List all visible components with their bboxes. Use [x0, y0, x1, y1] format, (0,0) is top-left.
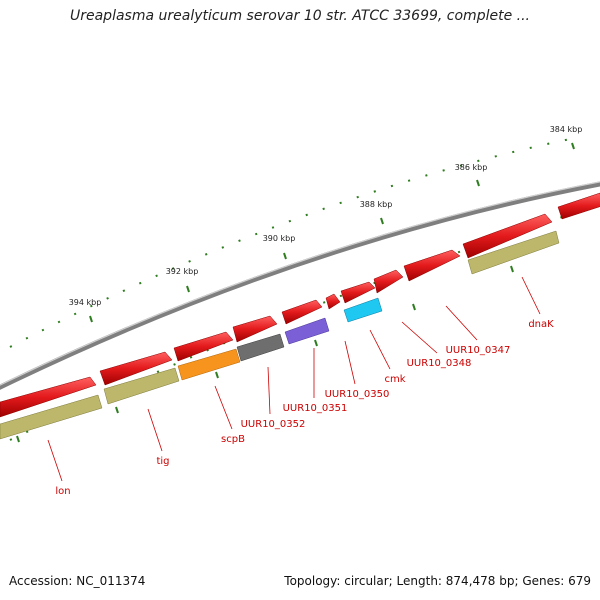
gene-label-lon[interactable]: lon	[55, 486, 70, 497]
cog-feature-scpb[interactable]	[177, 348, 241, 381]
scale-ring-outer	[9, 137, 576, 348]
gene-label-uur10-0352[interactable]: UUR10_0352	[241, 419, 306, 430]
cog-track	[0, 230, 560, 440]
scale-major-ticks	[16, 142, 575, 443]
cds-feature[interactable]	[0, 376, 97, 418]
gene-label-uur10-0347[interactable]: UUR10_0347	[446, 345, 511, 356]
cog-feature-uur10-0351[interactable]	[284, 317, 330, 345]
cds-feature[interactable]	[462, 213, 553, 259]
cds-feature[interactable]	[325, 293, 341, 310]
cog-feature-uur10-0352[interactable]	[236, 333, 285, 362]
gene-label-tig[interactable]: tig	[156, 456, 169, 467]
cds-feature[interactable]	[173, 331, 234, 362]
map-title: Ureaplasma urealyticum serovar 10 str. A…	[69, 8, 530, 24]
gene-label-scpb[interactable]: scpB	[221, 434, 245, 445]
scale-label-384: 384 kbp	[550, 125, 583, 134]
scale-label-392: 392 kbp	[166, 267, 199, 276]
genome-backbone-highlight	[0, 181, 600, 386]
cog-feature-tig[interactable]	[103, 367, 180, 405]
gene-label-cmk[interactable]: cmk	[384, 374, 405, 385]
cog-feature-cmk[interactable]	[343, 297, 383, 323]
scale-label-394: 394 kbp	[69, 298, 102, 307]
gene-label-dnak[interactable]: dnaK	[528, 319, 554, 330]
cds-feature[interactable]	[373, 269, 404, 294]
scale-label-388: 388 kbp	[360, 200, 393, 209]
scale-label-390: 390 kbp	[263, 234, 296, 243]
scale-label-386: 386 kbp	[455, 163, 488, 172]
cds-feature[interactable]	[281, 299, 323, 325]
gene-label-uur10-0351[interactable]: UUR10_0351	[283, 403, 348, 414]
cds-feature[interactable]	[557, 192, 600, 220]
cds-feature[interactable]	[340, 281, 376, 304]
cog-feature-lon[interactable]	[0, 394, 103, 440]
gene-label-uur10-0348[interactable]: UUR10_0348	[407, 358, 472, 369]
accession-text: Accession: NC_011374	[9, 574, 146, 588]
topology-summary-text: Topology: circular; Length: 874,478 bp; …	[284, 574, 591, 588]
cog-feature-dnak[interactable]	[467, 230, 560, 275]
cds-feature[interactable]	[232, 315, 278, 343]
label-leaders	[47, 276, 541, 482]
gene-labels: dnaK UUR10_0347 UUR10_0348 cmk UUR10_035…	[55, 319, 554, 497]
genome-backbone	[0, 181, 600, 390]
cds-feature[interactable]	[403, 249, 461, 282]
gene-label-uur10-0350[interactable]: UUR10_0350	[325, 389, 390, 400]
cds-track-forward	[0, 192, 600, 418]
cds-feature[interactable]	[99, 351, 173, 386]
